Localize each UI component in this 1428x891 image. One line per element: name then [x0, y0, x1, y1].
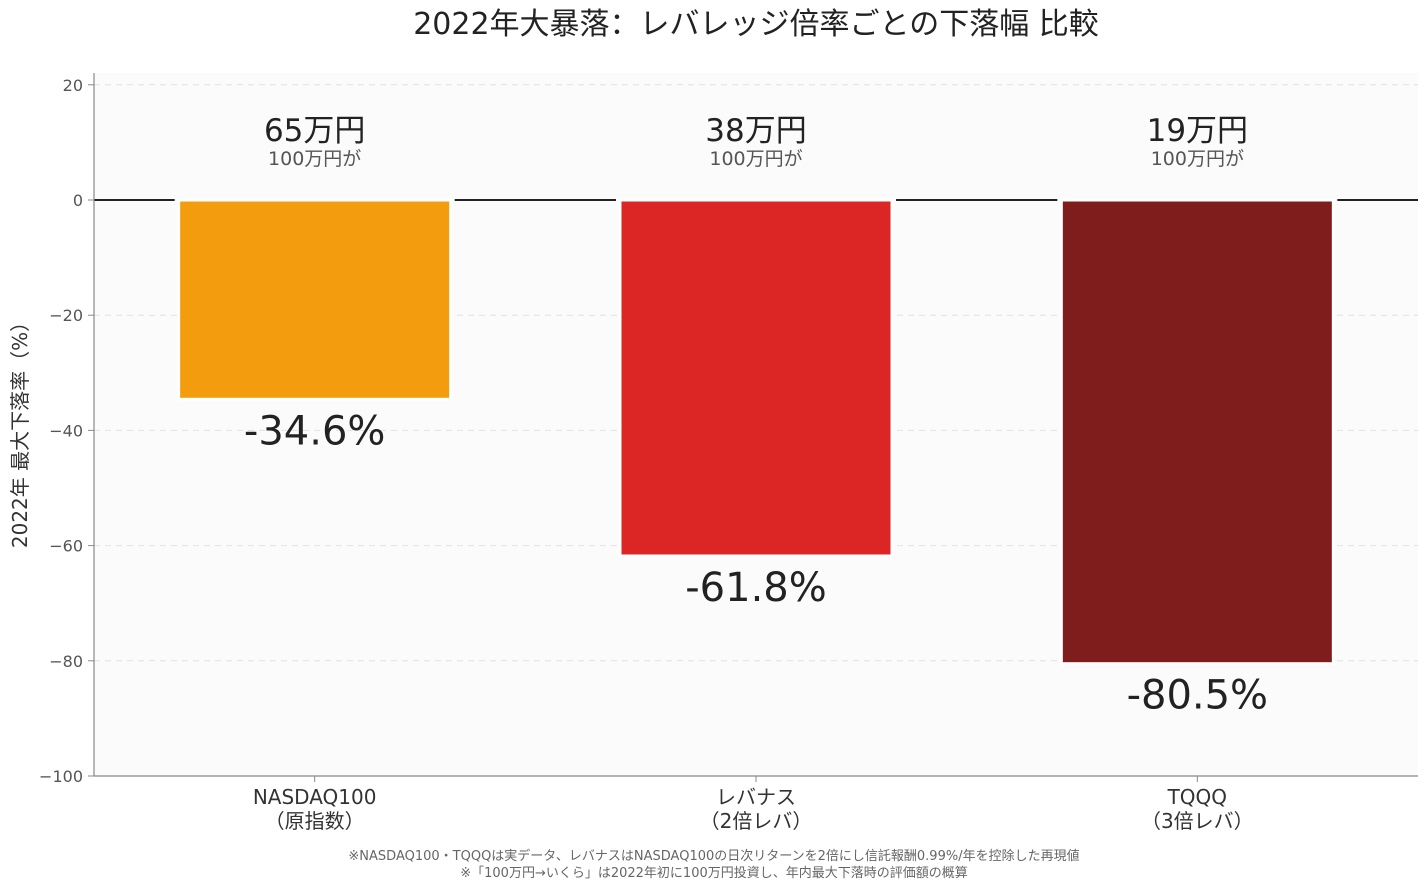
bar: [1059, 198, 1335, 666]
bar-value-label: -34.6%: [244, 408, 386, 454]
x-category-label: （2倍レバ）: [700, 809, 813, 833]
bar-value-label: -61.8%: [685, 565, 827, 611]
y-axis-ticks: 20 0 −20 −40 −60 −80 −100: [39, 76, 94, 786]
bar-value-label: -80.5%: [1127, 673, 1269, 719]
y-tick-label: −60: [49, 537, 83, 556]
y-tick-label: 0: [73, 191, 83, 210]
amount-sublabel: 100万円が: [1151, 148, 1244, 170]
y-tick-label: −80: [49, 652, 83, 671]
bars: [177, 198, 1335, 666]
x-category-label: （原指数）: [265, 809, 365, 833]
amount-label: 19万円: [1147, 113, 1248, 149]
x-category-label: NASDAQ100: [253, 785, 377, 809]
amount-sublabel: 100万円が: [709, 148, 802, 170]
x-axis-categories: NASDAQ100（原指数） レバナス（2倍レバ） TQQQ（3倍レバ）: [253, 776, 1254, 833]
amount-label: 65万円: [264, 113, 365, 149]
amount-label: 38万円: [705, 113, 806, 149]
y-tick-label: 20: [63, 76, 83, 95]
y-tick-label: −40: [49, 421, 83, 440]
bar: [618, 198, 894, 558]
bar: [177, 198, 453, 401]
chart-title: 2022年大暴落：レバレッジ倍率ごとの下落幅 比較: [413, 7, 1099, 42]
amount-sublabel: 100万円が: [268, 148, 361, 170]
y-tick-label: −100: [39, 767, 83, 786]
y-axis-label: 2022年 最大下落率（%）: [8, 312, 32, 548]
x-category-label: レバナス: [716, 785, 796, 809]
footnote-1: ※NASDAQ100・TQQQは実データ、レバナスはNASDAQ100の日次リタ…: [348, 848, 1079, 864]
footnote-2: ※「100万円→いくら」は2022年初に100万円投資し、年内最大下落時の評価額…: [460, 865, 968, 881]
y-tick-label: −20: [49, 306, 83, 325]
x-category-label: （3倍レバ）: [1141, 809, 1254, 833]
bar-labels: -34.6%65万円100万円が-61.8%38万円100万円が-80.5%19…: [244, 113, 1268, 719]
x-category-label: TQQQ: [1167, 785, 1227, 809]
